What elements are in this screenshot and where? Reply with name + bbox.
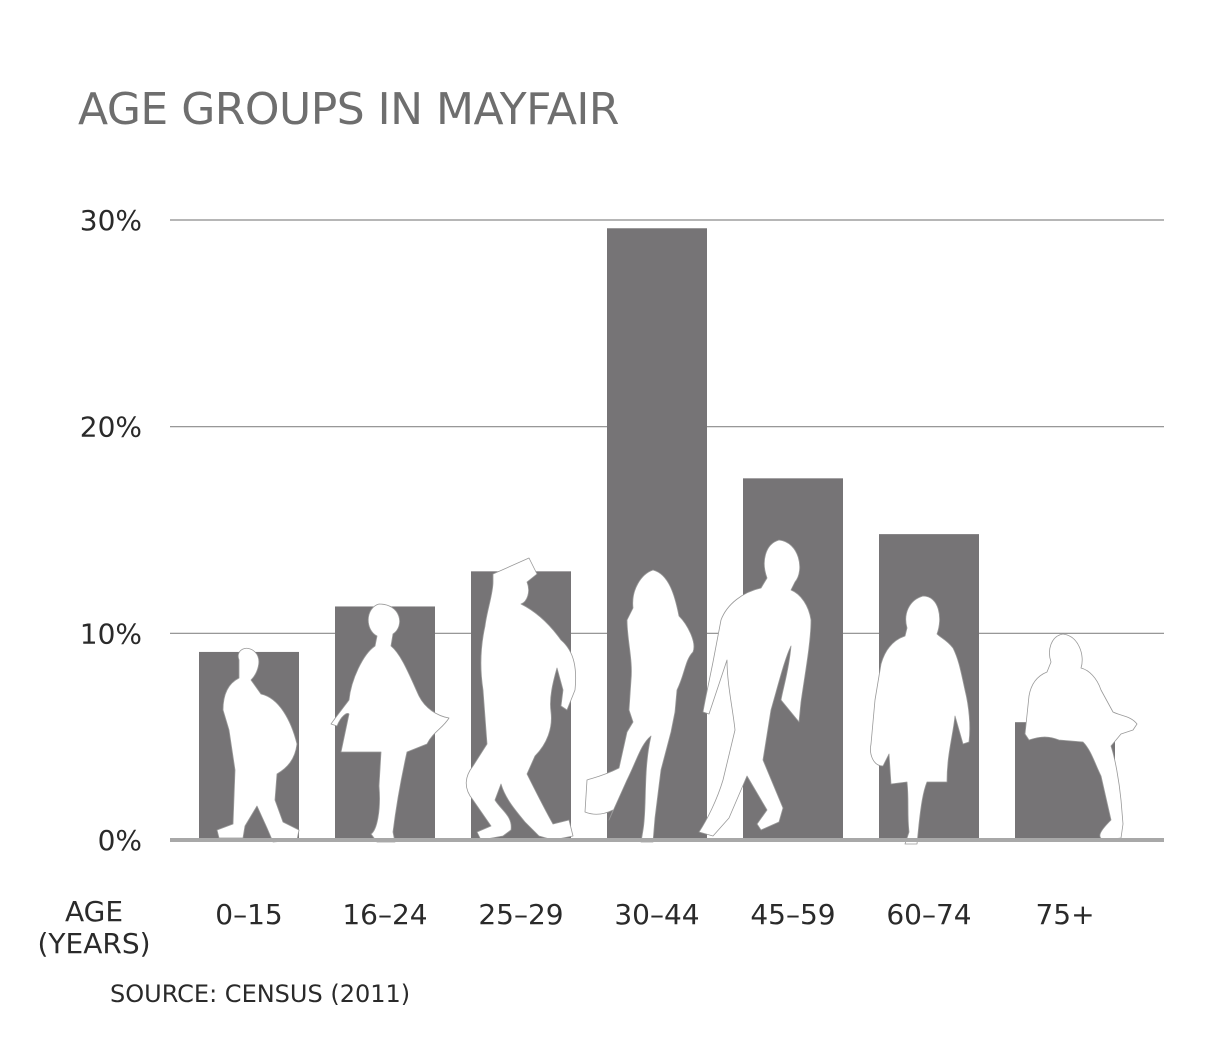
x-tick-label: 25–29: [478, 898, 563, 931]
x-axis-label-line-2: (YEARS): [37, 927, 151, 960]
woman-with-handbag-silhouette-icon: [584, 569, 695, 843]
x-tick-label: 30–44: [614, 898, 699, 931]
x-tick-label: 60–74: [886, 898, 971, 931]
x-axis-label: AGE (YEARS): [30, 896, 158, 960]
axes: 0% 10% 20% 30% 0–15 16–24 25–29 30–44 45–59 60–74…: [80, 204, 1164, 931]
y-tick-label: 30%: [80, 204, 142, 237]
elderly-woman-silhouette-icon: [870, 595, 971, 845]
x-tick-label: 0–15: [215, 898, 282, 931]
x-axis-label-line-1: AGE: [64, 895, 124, 928]
x-tick-label: 75+: [1035, 898, 1094, 931]
chart-title: AGE GROUPS IN MAYFAIR: [78, 84, 619, 135]
x-tick-label: 16–24: [342, 898, 427, 931]
y-tick-label: 20%: [80, 411, 142, 444]
young-man-silhouette-icon: [465, 557, 577, 841]
person-silhouettes: [216, 539, 1138, 845]
y-tick-label: 10%: [80, 617, 142, 650]
source-note: SOURCE: CENSUS (2011): [110, 980, 411, 1008]
y-tick-label: 0%: [98, 824, 142, 857]
man-silhouette-icon: [698, 539, 812, 837]
child-silhouette-icon: [216, 647, 300, 843]
seated-elderly-man-silhouette-icon: [1024, 633, 1138, 841]
x-tick-label: 45–59: [750, 898, 835, 931]
